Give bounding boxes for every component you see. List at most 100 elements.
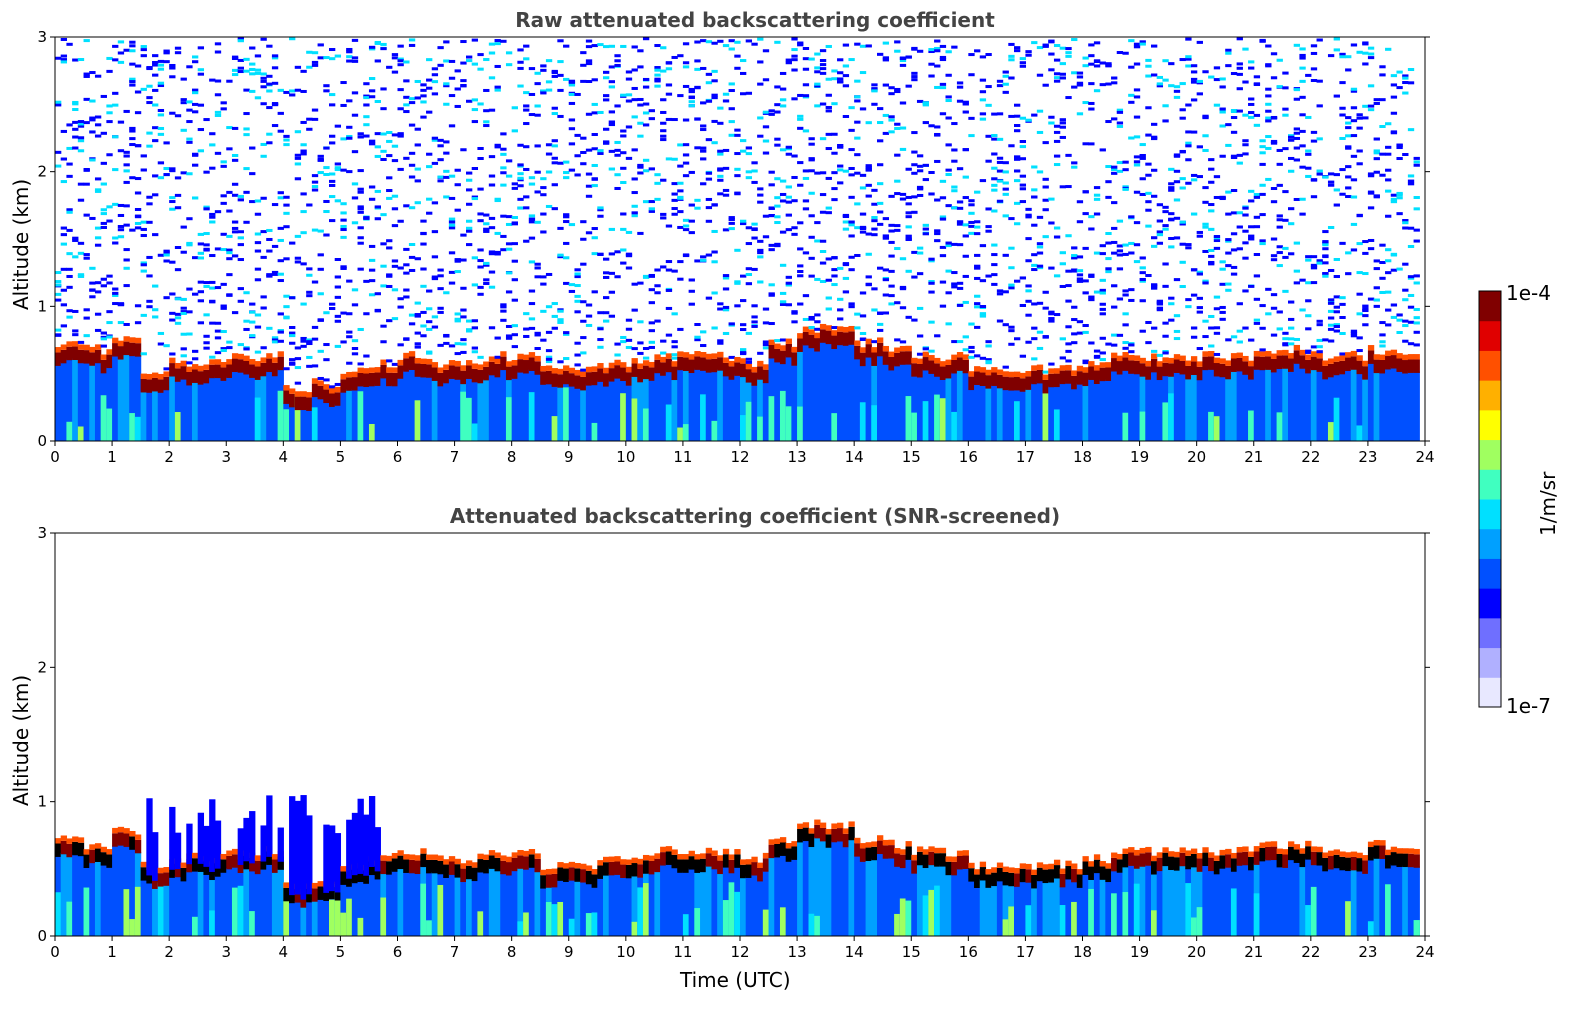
heatmap-cell: [334, 199, 342, 203]
heatmap-cell: [620, 362, 627, 368]
heatmap-cell: [403, 110, 410, 114]
heatmap-cell: [1367, 859, 1375, 936]
heatmap-cell: [557, 386, 564, 441]
heatmap-cell: [329, 141, 336, 145]
heatmap-cell: [859, 352, 867, 367]
heatmap-cell: [186, 332, 193, 336]
heatmap-cell: [329, 825, 336, 892]
heatmap-cell: [180, 332, 187, 336]
heatmap-cell: [1145, 208, 1152, 212]
heatmap-cell: [934, 232, 941, 236]
heatmap-cell: [192, 852, 199, 859]
heatmap-cell: [814, 915, 821, 936]
heatmap-cell: [60, 58, 68, 62]
heatmap-cell: [1065, 47, 1072, 51]
heatmap-cell: [637, 887, 644, 936]
heatmap-cell: [825, 44, 832, 48]
heatmap-cell: [1259, 842, 1266, 848]
heatmap-cell: [962, 371, 969, 441]
heatmap-cell: [1053, 76, 1061, 80]
heatmap-cell: [500, 166, 507, 170]
heatmap-cell: [740, 375, 747, 441]
heatmap-cell: [197, 870, 205, 936]
heatmap-cell: [1396, 370, 1403, 441]
heatmap-cell: [243, 57, 250, 61]
heatmap-cell: [1111, 168, 1118, 172]
heatmap-cell: [751, 236, 758, 240]
heatmap-cell: [916, 193, 924, 197]
heatmap-cell: [89, 99, 96, 103]
heatmap-cell: [682, 914, 690, 936]
heatmap-cell: [340, 224, 347, 228]
heatmap-cell: [391, 852, 399, 859]
heatmap-cell: [557, 360, 564, 364]
heatmap-cell: [779, 179, 787, 183]
heatmap-cell: [551, 71, 558, 75]
heatmap-cell: [1065, 299, 1072, 303]
heatmap-cell: [728, 366, 735, 380]
heatmap-cell: [1345, 852, 1352, 858]
heatmap-cell: [648, 167, 655, 171]
heatmap-cell: [722, 848, 730, 855]
heatmap-cell: [882, 839, 890, 846]
heatmap-cell: [226, 190, 233, 194]
heatmap-cell: [129, 49, 136, 53]
heatmap-cell: [774, 838, 781, 845]
heatmap-cell: [1413, 371, 1420, 441]
heatmap-cell: [374, 827, 381, 872]
heatmap-cell: [163, 259, 170, 263]
heatmap-cell: [951, 185, 958, 189]
heatmap-cell: [505, 334, 513, 338]
heatmap-cell: [642, 356, 650, 360]
heatmap-cell: [277, 272, 284, 276]
heatmap-cell: [637, 121, 644, 125]
heatmap-cell: [443, 334, 450, 338]
heatmap-cell: [951, 360, 958, 374]
heatmap-cell: [1145, 852, 1152, 866]
heatmap-cell: [368, 279, 376, 283]
heatmap-cell: [563, 331, 570, 335]
heatmap-cell: [654, 68, 661, 72]
heatmap-cell: [717, 339, 724, 343]
heatmap-cell: [899, 363, 907, 441]
heatmap-cell: [700, 182, 707, 186]
heatmap-cell: [882, 131, 890, 135]
heatmap-cell: [431, 80, 439, 84]
heatmap-cell: [1008, 54, 1015, 58]
heatmap-cell: [791, 352, 798, 366]
heatmap-cell: [700, 101, 707, 105]
heatmap-cell: [260, 357, 267, 363]
heatmap-cell: [534, 355, 541, 362]
heatmap-cell: [665, 353, 673, 359]
heatmap-cell: [1014, 376, 1021, 391]
heatmap-cell: [608, 65, 616, 69]
heatmap-cell: [266, 273, 273, 277]
heatmap-cell: [1139, 266, 1146, 270]
heatmap-cell: [939, 304, 947, 308]
heatmap-cell: [83, 121, 90, 125]
heatmap-cell: [808, 214, 815, 218]
heatmap-cell: [1093, 212, 1101, 216]
heatmap-cell: [677, 260, 684, 264]
heatmap-cell: [688, 231, 695, 235]
heatmap-cell: [180, 77, 187, 81]
heatmap-cell: [237, 299, 244, 303]
heatmap-cell: [1327, 180, 1335, 184]
heatmap-cell: [1025, 863, 1032, 870]
heatmap-cell: [705, 206, 713, 210]
heatmap-cell: [391, 159, 399, 163]
heatmap-cell: [1385, 855, 1392, 869]
heatmap-cell: [620, 248, 627, 252]
heatmap-cell: [757, 280, 764, 284]
heatmap-cell: [1059, 356, 1066, 360]
heatmap-cell: [169, 318, 176, 322]
heatmap-cell: [214, 875, 222, 936]
heatmap-cell: [408, 38, 416, 42]
heatmap-cell: [945, 322, 952, 326]
heatmap-cell: [825, 330, 832, 345]
heatmap-cell: [397, 219, 404, 223]
heatmap-cell: [123, 341, 130, 356]
heatmap-cell: [603, 319, 610, 323]
heatmap-cell: [1093, 370, 1101, 385]
heatmap-cell: [500, 132, 507, 136]
